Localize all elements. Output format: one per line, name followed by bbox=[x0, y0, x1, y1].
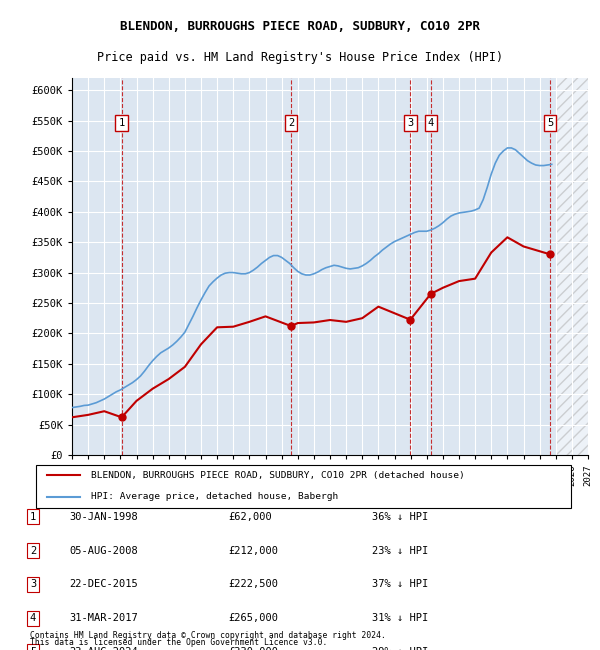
Text: 37% ↓ HPI: 37% ↓ HPI bbox=[372, 579, 428, 590]
Text: £222,500: £222,500 bbox=[228, 579, 278, 590]
Bar bbox=[556, 78, 588, 455]
Text: 4: 4 bbox=[428, 118, 434, 128]
Text: 2: 2 bbox=[288, 118, 294, 128]
Text: Price paid vs. HM Land Registry's House Price Index (HPI): Price paid vs. HM Land Registry's House … bbox=[97, 51, 503, 64]
Text: 23% ↓ HPI: 23% ↓ HPI bbox=[372, 545, 428, 556]
Text: 3: 3 bbox=[30, 579, 36, 590]
Text: 5: 5 bbox=[547, 118, 553, 128]
Text: This data is licensed under the Open Government Licence v3.0.: This data is licensed under the Open Gov… bbox=[30, 638, 328, 647]
Text: 3: 3 bbox=[407, 118, 413, 128]
Text: 2: 2 bbox=[30, 545, 36, 556]
Text: Contains HM Land Registry data © Crown copyright and database right 2024.: Contains HM Land Registry data © Crown c… bbox=[30, 631, 386, 640]
Text: 31-MAR-2017: 31-MAR-2017 bbox=[69, 613, 138, 623]
Text: £265,000: £265,000 bbox=[228, 613, 278, 623]
Text: 4: 4 bbox=[30, 613, 36, 623]
FancyBboxPatch shape bbox=[35, 465, 571, 508]
Text: 36% ↓ HPI: 36% ↓ HPI bbox=[372, 512, 428, 522]
Text: 31% ↓ HPI: 31% ↓ HPI bbox=[372, 613, 428, 623]
Text: BLENDON, BURROUGHS PIECE ROAD, SUDBURY, CO10 2PR (detached house): BLENDON, BURROUGHS PIECE ROAD, SUDBURY, … bbox=[91, 471, 464, 480]
Text: 05-AUG-2008: 05-AUG-2008 bbox=[69, 545, 138, 556]
Text: 1: 1 bbox=[30, 512, 36, 522]
Text: 29% ↓ HPI: 29% ↓ HPI bbox=[372, 647, 428, 650]
Text: 30-JAN-1998: 30-JAN-1998 bbox=[69, 512, 138, 522]
Text: 1: 1 bbox=[119, 118, 125, 128]
Text: BLENDON, BURROUGHS PIECE ROAD, SUDBURY, CO10 2PR: BLENDON, BURROUGHS PIECE ROAD, SUDBURY, … bbox=[120, 20, 480, 32]
Text: £330,000: £330,000 bbox=[228, 647, 278, 650]
Text: 22-DEC-2015: 22-DEC-2015 bbox=[69, 579, 138, 590]
Text: £212,000: £212,000 bbox=[228, 545, 278, 556]
Text: £62,000: £62,000 bbox=[228, 512, 272, 522]
Text: HPI: Average price, detached house, Babergh: HPI: Average price, detached house, Babe… bbox=[91, 492, 338, 501]
Text: 5: 5 bbox=[30, 647, 36, 650]
Text: 23-AUG-2024: 23-AUG-2024 bbox=[69, 647, 138, 650]
